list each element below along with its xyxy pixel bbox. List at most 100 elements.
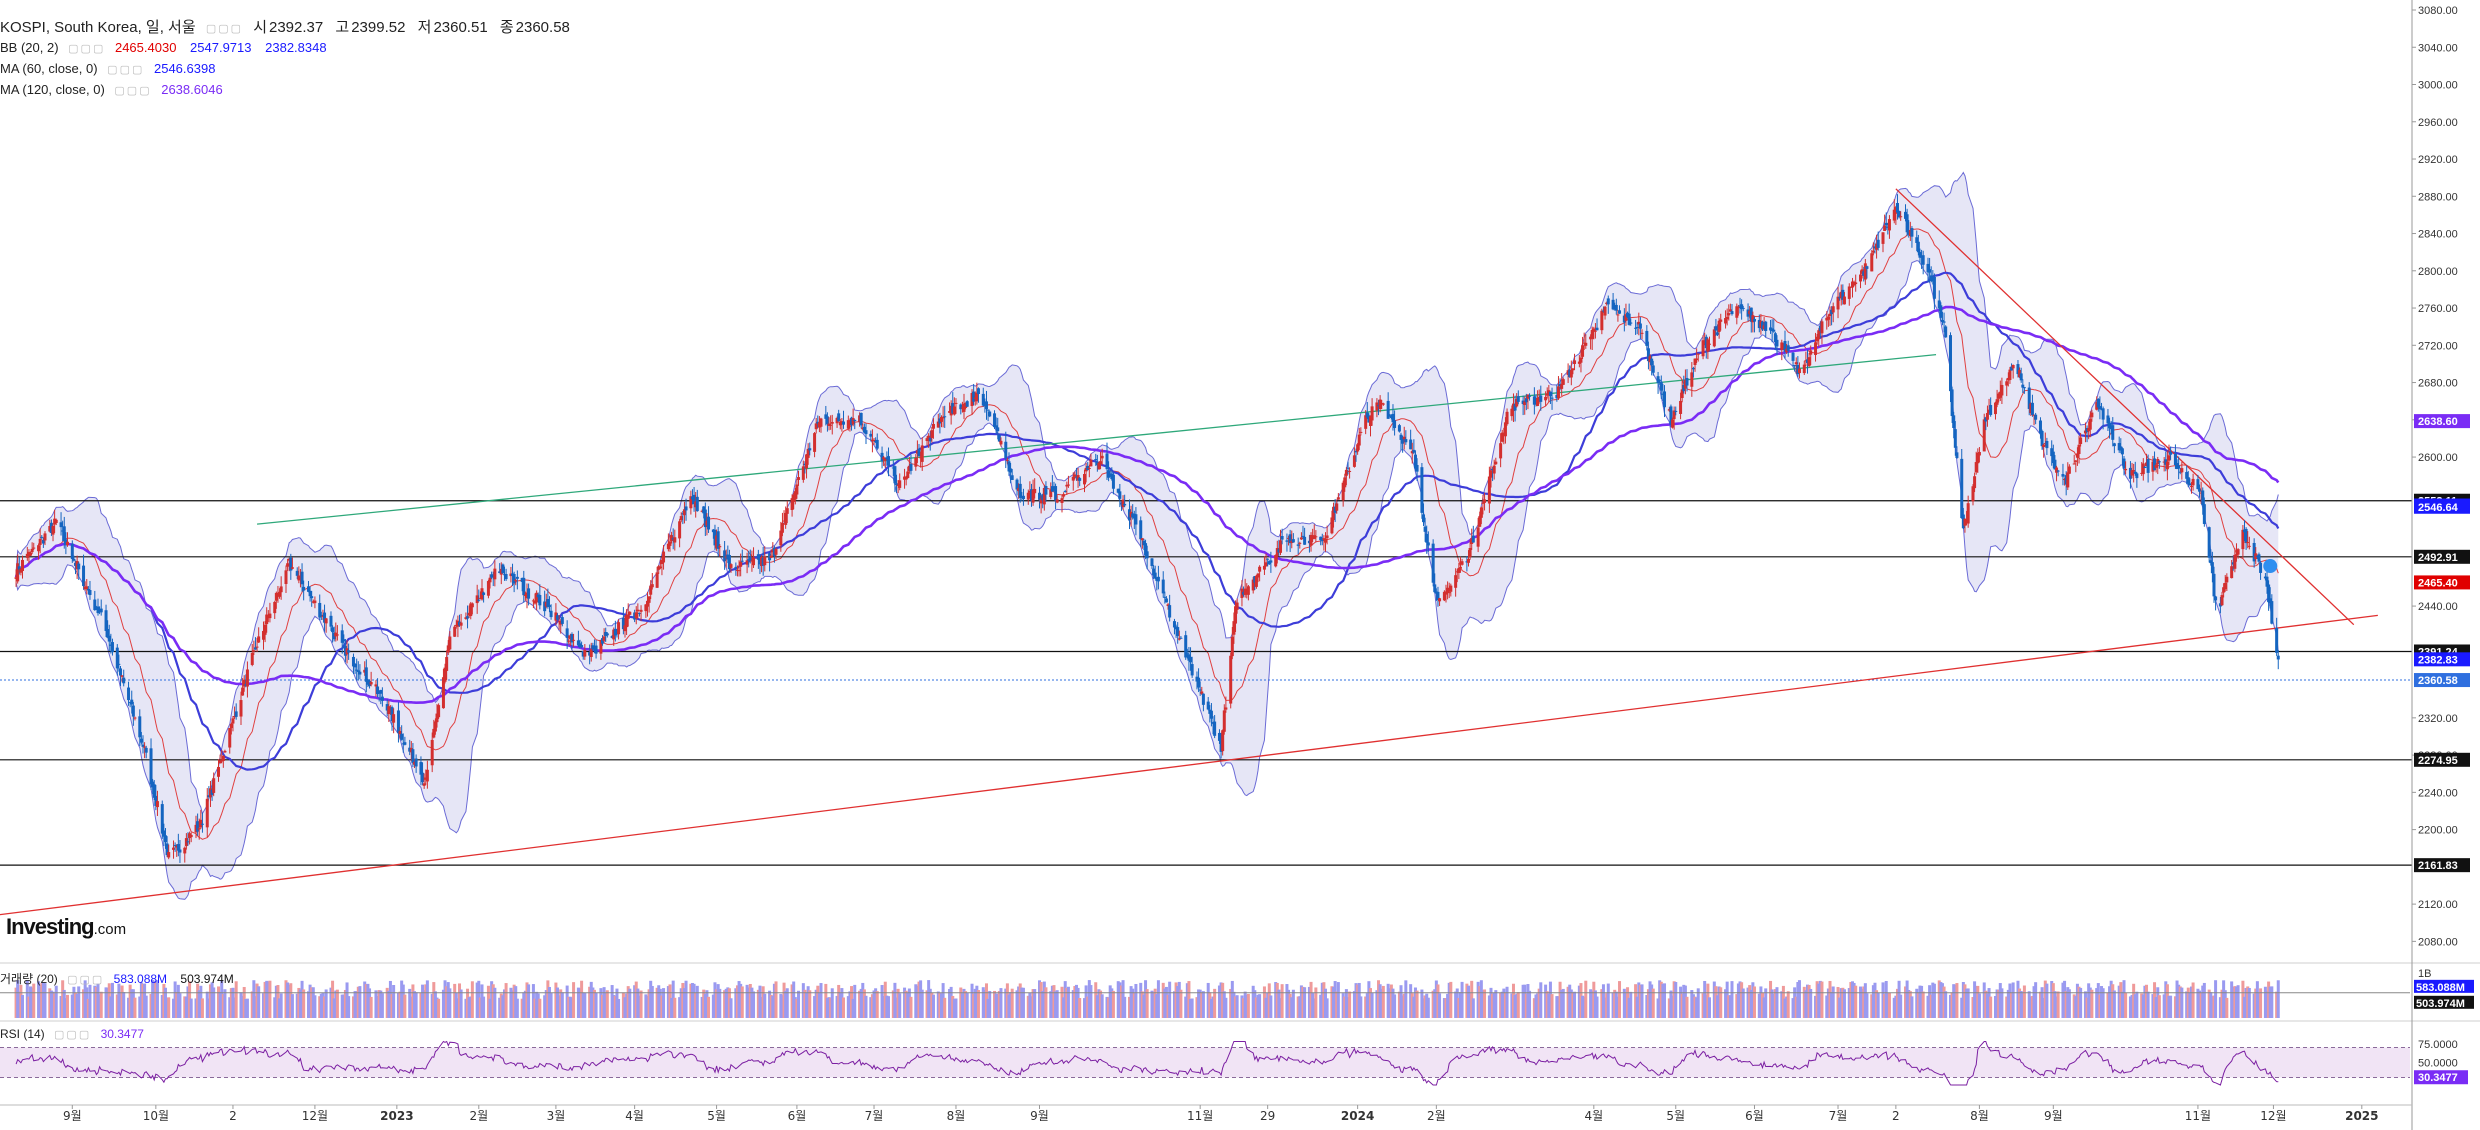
volume-bar bbox=[82, 989, 86, 1018]
candle-body bbox=[1611, 299, 1615, 310]
candle bbox=[454, 619, 458, 629]
volume-bar bbox=[424, 984, 428, 1018]
candle-body bbox=[477, 599, 481, 601]
candle bbox=[2185, 465, 2189, 485]
candle-body bbox=[1683, 379, 1687, 389]
candle bbox=[1539, 385, 1543, 411]
volume-bar bbox=[1995, 989, 1999, 1018]
candle-body bbox=[647, 596, 651, 603]
bb-legend[interactable]: BB (20, 2) ▢▢▢ 2465.4030 2547.9713 2382.… bbox=[0, 40, 337, 55]
candle-body bbox=[53, 518, 57, 525]
volume-bar bbox=[233, 997, 237, 1018]
candle bbox=[594, 639, 598, 659]
candle-body bbox=[1021, 495, 1025, 499]
candle-body bbox=[972, 391, 976, 402]
candle-body bbox=[692, 494, 696, 505]
volume-bar bbox=[1703, 980, 1707, 1018]
volume-bar bbox=[690, 982, 694, 1018]
volume-bar bbox=[466, 988, 470, 1018]
candle-body bbox=[2263, 576, 2267, 579]
candle-body bbox=[1033, 488, 1037, 494]
volume-bar bbox=[295, 993, 299, 1018]
candle bbox=[1359, 427, 1363, 436]
candle bbox=[1532, 387, 1536, 415]
volume-bar bbox=[707, 996, 711, 1018]
volume-bar bbox=[1357, 982, 1361, 1018]
candle bbox=[1152, 565, 1156, 580]
close-label: 종 bbox=[499, 19, 514, 36]
candle-body bbox=[1724, 318, 1728, 324]
ma120-legend[interactable]: MA (120, close, 0) ▢▢▢ 2638.6046 bbox=[0, 82, 233, 97]
candle-body bbox=[846, 420, 850, 429]
volume-bar bbox=[175, 991, 179, 1018]
candle bbox=[556, 613, 560, 621]
volume-bar bbox=[925, 990, 929, 1018]
candle-body bbox=[498, 571, 502, 574]
volume-bar bbox=[612, 995, 616, 1018]
candle-body bbox=[970, 393, 974, 407]
candle-body bbox=[882, 457, 886, 460]
candle-body bbox=[199, 819, 203, 828]
volume-bar bbox=[165, 997, 169, 1018]
candle bbox=[183, 846, 187, 863]
candle bbox=[520, 577, 524, 592]
volume-bar bbox=[984, 983, 988, 1018]
price-tag: 2638.60 bbox=[2414, 414, 2470, 429]
candle bbox=[355, 658, 359, 681]
candle-body bbox=[1595, 327, 1599, 331]
volume-bar bbox=[413, 991, 417, 1018]
volume-bar bbox=[48, 988, 52, 1018]
volume-bar bbox=[1746, 987, 1750, 1018]
candle bbox=[1669, 404, 1673, 428]
candle-body bbox=[155, 801, 159, 808]
candle bbox=[1364, 410, 1368, 435]
candle-body bbox=[948, 411, 952, 413]
volume-bar bbox=[1915, 988, 1919, 1018]
volume-bar bbox=[605, 990, 609, 1018]
candle bbox=[475, 584, 479, 614]
candle bbox=[827, 417, 831, 431]
volume-bar bbox=[2233, 986, 2237, 1018]
indicator-tools-icon[interactable]: ▢▢▢ bbox=[107, 64, 145, 76]
candle bbox=[533, 593, 537, 605]
indicator-tools-icon[interactable]: ▢▢▢ bbox=[67, 974, 105, 986]
volume-bar bbox=[1707, 997, 1711, 1018]
candle-body bbox=[625, 614, 629, 628]
candle bbox=[536, 592, 540, 603]
candle-body bbox=[861, 427, 865, 430]
volume-legend[interactable]: 거래량 (20) ▢▢▢ 583.088M 503.974M bbox=[0, 970, 244, 987]
candle-body bbox=[419, 762, 423, 775]
candle bbox=[2124, 461, 2128, 475]
candle-body bbox=[1438, 598, 1442, 602]
legend-tools-icon[interactable]: ▢▢▢ bbox=[205, 23, 244, 35]
indicator-tools-icon[interactable]: ▢▢▢ bbox=[54, 1029, 92, 1041]
candle bbox=[385, 699, 389, 717]
volume-bar bbox=[769, 994, 773, 1018]
candle bbox=[882, 455, 886, 467]
candle bbox=[1937, 290, 1941, 312]
indicator-tools-icon[interactable]: ▢▢▢ bbox=[114, 85, 152, 97]
volume-bar bbox=[920, 989, 924, 1018]
candle-body bbox=[1468, 548, 1472, 558]
candle-body bbox=[1897, 210, 1901, 218]
candle bbox=[2132, 463, 2136, 483]
volume-bar bbox=[207, 998, 211, 1018]
candle-body bbox=[1164, 598, 1168, 603]
candle bbox=[250, 643, 254, 667]
candle-body bbox=[1097, 462, 1101, 470]
candle-body bbox=[803, 463, 807, 466]
volume-bar bbox=[1444, 998, 1448, 1018]
volume-bar bbox=[1132, 993, 1136, 1018]
ma60-legend[interactable]: MA (60, close, 0) ▢▢▢ 2546.6398 bbox=[0, 61, 225, 76]
candle bbox=[74, 560, 78, 575]
rsi-legend[interactable]: RSI (14) ▢▢▢ 30.3477 bbox=[0, 1027, 154, 1041]
candle bbox=[1503, 417, 1507, 444]
candle bbox=[1724, 310, 1728, 329]
candle-body bbox=[1548, 391, 1552, 397]
indicator-tools-icon[interactable]: ▢▢▢ bbox=[68, 43, 106, 55]
volume-bar bbox=[504, 983, 508, 1018]
volume-bar bbox=[1479, 980, 1483, 1018]
candle bbox=[2223, 574, 2227, 592]
